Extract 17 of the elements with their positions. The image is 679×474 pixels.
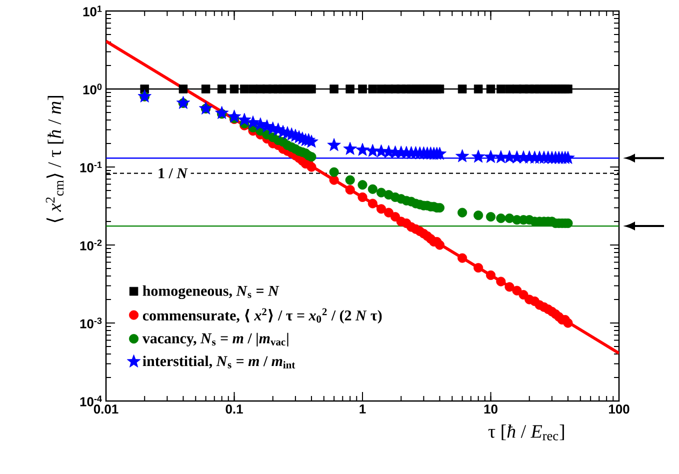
text: commensurate, ⟨ x$^{2}$⟩ / τ = x$_{0}$$^{2}$ / (2 N τ) [142, 308, 382, 324]
x-tick-label: 0.1 [226, 404, 243, 414]
x-tick-label: 0.01 [94, 404, 118, 414]
x-axis-title: τ [ħ / E$_{rec}$] [488, 424, 564, 440]
y-tick-label: 10$^{1}$ [83, 6, 102, 16]
x-tick-label: 1 [360, 404, 366, 414]
legend-label: interstitial, N$_{s}$ = m / m$_{int}$ [142, 356, 296, 368]
legend-label: homogeneous, N$_{s}$ = N [142, 285, 280, 300]
ref-line-label: 1 / N [158, 168, 188, 178]
y-tick-label: 10$^{-3}$ [80, 318, 102, 328]
y-tick-label: 10$^{-2}$ [80, 240, 102, 250]
y-tick-label: 10$^{-1}$ [80, 162, 102, 172]
y-tick-label: 10$^{0}$ [83, 84, 102, 94]
text: ⟨ x$^{2}$$_{cm}$⟩ / τ [ħ / m] [46, 96, 64, 222]
x-tick-label: 10 [484, 404, 498, 414]
x-tick-label: 100 [609, 404, 630, 414]
text: vacancy, N$_{s}$ = m / |m$_{vac}$| [142, 332, 288, 346]
